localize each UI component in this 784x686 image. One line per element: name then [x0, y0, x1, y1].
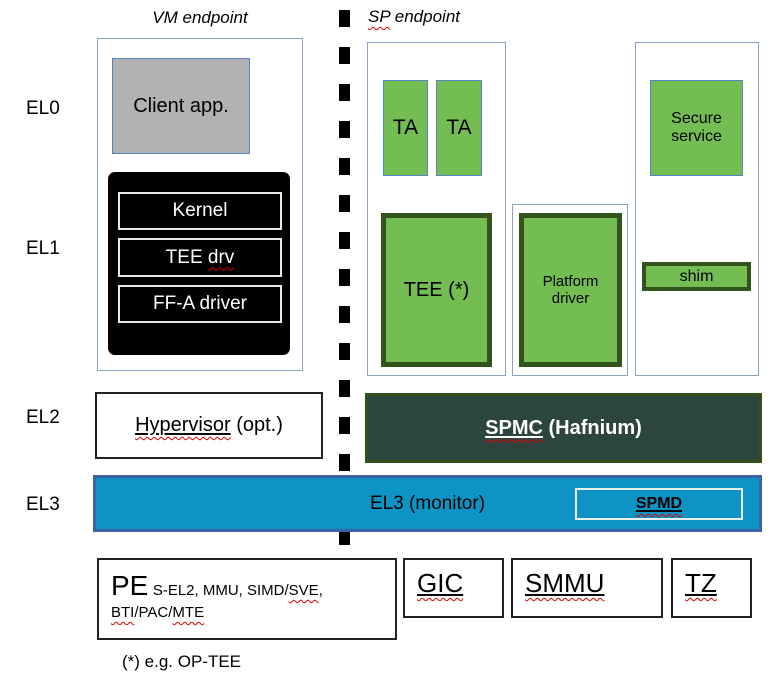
- el3-monitor-bar: EL3 (monitor) SPMD: [93, 475, 762, 532]
- pe-features-2: ,: [318, 582, 323, 599]
- pe-label: PE: [111, 570, 149, 601]
- client-app-box: Client app.: [112, 58, 250, 154]
- platform-driver-box: Platform driver: [519, 213, 622, 367]
- el1-label: EL1: [26, 238, 60, 259]
- tee-box: TEE (*): [381, 213, 492, 367]
- smmu-label-text: SMMU: [525, 568, 605, 598]
- ta-label-1: TA: [392, 116, 419, 139]
- ffa-driver-label: FF-A driver: [153, 293, 247, 314]
- tz-box: TZ: [671, 558, 752, 618]
- sp-endpoint-title-rest: endpoint: [390, 7, 460, 26]
- pe-features-3: /PAC/: [134, 604, 173, 621]
- vm-endpoint-title-text: VM endpoint: [152, 8, 248, 27]
- smmu-box: SMMU: [511, 558, 663, 618]
- gic-box: GIC: [403, 558, 504, 618]
- tz-label: TZ: [685, 568, 717, 598]
- kernel-label: Kernel: [172, 200, 228, 221]
- el0-label: EL0: [26, 98, 60, 119]
- spmd-box: SPMD: [575, 488, 743, 520]
- sp-endpoint-title: SP endpoint: [368, 7, 528, 29]
- ta-label-2: TA: [446, 116, 472, 139]
- shim-label: shim: [679, 267, 714, 285]
- secure-service-label: Secure service: [671, 110, 722, 145]
- el3-label: EL3: [26, 494, 60, 515]
- ta-box-1: TA: [383, 80, 428, 176]
- client-app-label: Client app.: [133, 94, 229, 117]
- tee-drv-label-pre: TEE: [165, 246, 208, 268]
- smmu-label: SMMU: [525, 568, 604, 598]
- gic-label: GIC: [417, 568, 463, 598]
- hypervisor-label-suffix: (opt.): [230, 414, 283, 436]
- endpoint-divider-dashed-line: [339, 10, 350, 558]
- spmc-label: SPMC (Hafnium): [485, 417, 642, 440]
- footnote: (*) e.g. OP-TEE: [122, 652, 242, 671]
- tee-drv-label: TEE drv: [166, 247, 235, 269]
- secure-service-box: Secure service: [650, 80, 743, 176]
- spmc-label-word: SPMC: [485, 416, 543, 439]
- vm-endpoint-title: VM endpoint: [97, 7, 303, 29]
- spmc-label-suffix: (Hafnium): [542, 416, 642, 439]
- pe-box: PE S-EL2, MMU, SIMD/SVE, BTI/PAC/MTE: [97, 558, 397, 640]
- gic-label-text: GIC: [417, 568, 464, 598]
- kernel-box: Kernel: [118, 192, 282, 230]
- pe-features-mte: MTE: [172, 604, 205, 621]
- hypervisor-box: Hypervisor (opt.): [95, 392, 323, 459]
- shim-box: shim: [642, 262, 751, 291]
- tee-drv-label-drv: drv: [207, 246, 235, 268]
- ta-box-2: TA: [436, 80, 482, 176]
- ffa-driver-box: FF-A driver: [118, 285, 282, 323]
- tee-drv-box: TEE drv: [118, 238, 282, 277]
- pe-features: S-EL2, MMU, SIMD/SVE, BTI/PAC/MTE: [111, 582, 323, 621]
- pe-features-sve: SVE: [288, 582, 319, 599]
- el3-monitor-label: EL3 (monitor): [369, 493, 486, 514]
- spmd-label: SPMD: [636, 495, 682, 513]
- spmd-label-text: SPMD: [635, 495, 683, 512]
- el2-label: EL2: [26, 407, 60, 428]
- spmc-box: SPMC (Hafnium): [365, 393, 762, 463]
- sp-endpoint-title-sp: SP: [368, 7, 391, 26]
- platform-driver-label: Platform driver: [542, 273, 599, 307]
- hypervisor-label-word: Hypervisor: [135, 414, 231, 436]
- pe-features-1: S-EL2, MMU, SIMD/: [152, 582, 289, 599]
- tz-label-text: TZ: [685, 568, 717, 598]
- hypervisor-label: Hypervisor (opt.): [135, 414, 283, 437]
- pe-features-bti: BTI: [111, 604, 135, 621]
- tee-label: TEE (*): [403, 278, 470, 301]
